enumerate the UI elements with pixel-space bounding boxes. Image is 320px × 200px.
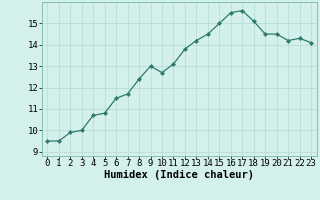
X-axis label: Humidex (Indice chaleur): Humidex (Indice chaleur) — [104, 170, 254, 180]
